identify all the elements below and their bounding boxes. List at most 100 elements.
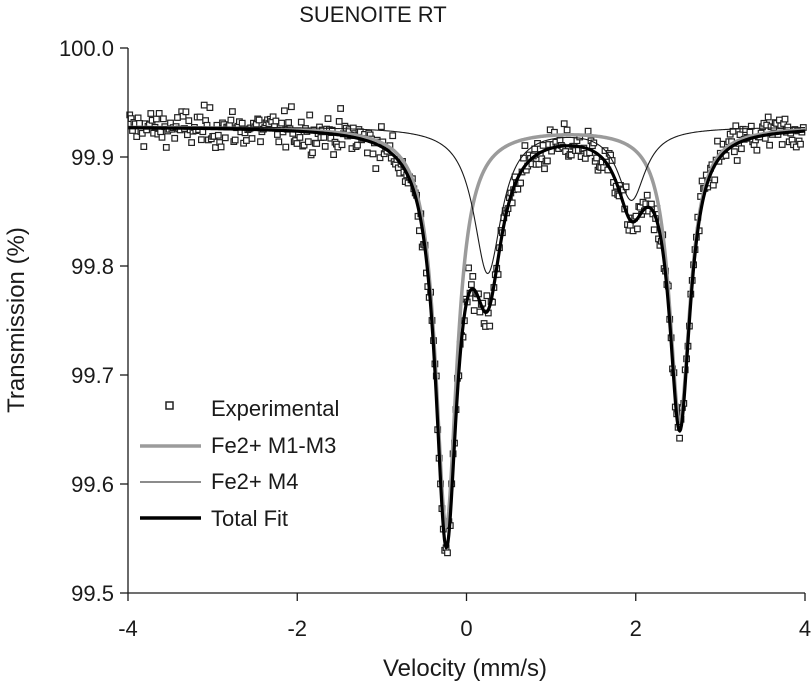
data-point <box>304 138 312 146</box>
y-axis-title: Transmission (%) <box>3 227 30 413</box>
data-point <box>389 132 397 140</box>
data-point <box>676 434 683 442</box>
data-point <box>560 120 568 128</box>
y-tick-label: 99.8 <box>71 254 114 279</box>
data-point <box>147 110 155 117</box>
data-point <box>309 149 316 157</box>
axes: 99.5 99.6 99.7 99.8 99.9 100.0 -4 -2 0 2 4 <box>59 36 811 641</box>
data-point <box>162 144 170 151</box>
data-point <box>248 135 256 142</box>
y-tick-label: 100.0 <box>59 36 114 61</box>
data-point <box>732 122 740 130</box>
data-point <box>185 117 193 125</box>
data-point <box>797 140 804 148</box>
data-point <box>746 128 754 136</box>
x-tick-label: 4 <box>799 616 811 641</box>
y-tick-label: 99.9 <box>71 145 114 170</box>
data-point <box>136 119 143 127</box>
y-tick-label: 99.5 <box>71 581 114 606</box>
data-point <box>335 117 343 125</box>
series-total-fit <box>127 126 806 550</box>
series-fe2-m4 <box>127 126 806 275</box>
data-point <box>281 107 288 115</box>
data-point <box>643 191 651 199</box>
data-point <box>158 133 166 141</box>
data-point <box>155 109 163 117</box>
data-point <box>517 179 524 187</box>
data-point <box>275 138 283 146</box>
legend-label-total: Total Fit <box>211 506 288 531</box>
x-axis-title: Velocity (mm/s) <box>383 655 547 682</box>
data-point <box>784 123 792 131</box>
legend-label-m4: Fe2+ M4 <box>211 469 298 494</box>
data-point <box>535 160 543 168</box>
chart-title: SUENOITE RT <box>299 2 447 27</box>
data-point <box>753 146 761 154</box>
data-point <box>255 116 263 124</box>
data-point <box>196 113 204 121</box>
data-point <box>330 151 337 159</box>
x-tick-label: -4 <box>118 616 138 641</box>
data-point <box>766 141 773 149</box>
data-point <box>444 549 451 557</box>
data-point <box>733 157 741 164</box>
data-point <box>369 150 377 158</box>
data-point <box>198 136 205 144</box>
data-point <box>296 134 304 141</box>
data-point <box>138 129 146 137</box>
data-point <box>285 119 292 126</box>
data-point <box>541 165 548 173</box>
data-point <box>188 139 196 147</box>
plot-area <box>126 101 807 557</box>
data-point <box>229 108 236 116</box>
data-point <box>320 134 328 141</box>
data-point <box>272 117 280 125</box>
data-point <box>486 322 494 330</box>
data-point <box>282 143 290 151</box>
data-point <box>217 143 225 151</box>
data-point <box>543 157 551 165</box>
data-point <box>372 165 380 173</box>
data-point <box>274 131 281 138</box>
data-point <box>134 114 142 122</box>
data-point <box>221 134 229 142</box>
data-point <box>153 115 160 123</box>
data-point <box>378 123 385 131</box>
data-point <box>297 118 305 126</box>
data-point <box>514 185 522 193</box>
data-point <box>171 134 179 142</box>
data-point <box>313 140 321 147</box>
data-point <box>698 177 706 185</box>
data-point <box>182 108 190 116</box>
data-point <box>730 148 738 156</box>
data-point <box>257 138 264 146</box>
data-point <box>293 140 301 147</box>
data-point <box>714 137 721 145</box>
legend: Experimental Fe2+ M1-M3 Fe2+ M4 Total Fi… <box>140 396 339 531</box>
x-tick-label: 0 <box>460 616 472 641</box>
data-point <box>590 139 598 147</box>
data-point <box>521 142 529 150</box>
data-point <box>214 131 222 139</box>
x-tick-label: 2 <box>630 616 642 641</box>
data-point <box>300 141 308 149</box>
data-point <box>364 149 371 157</box>
data-point <box>238 119 246 127</box>
data-point <box>338 141 346 149</box>
y-tick-label: 99.6 <box>71 472 114 497</box>
series-fe2-m1-m3 <box>127 125 806 529</box>
data-point <box>633 225 641 233</box>
y-tick-label: 99.7 <box>71 363 114 388</box>
data-point <box>469 273 477 280</box>
data-point <box>584 127 592 135</box>
data-point <box>465 264 472 272</box>
data-point <box>306 111 314 119</box>
data-point <box>324 115 332 123</box>
data-point <box>206 104 214 112</box>
data-point <box>567 151 575 159</box>
data-point <box>243 137 250 144</box>
data-point <box>563 126 571 134</box>
data-point <box>231 136 239 144</box>
data-point <box>737 145 745 153</box>
